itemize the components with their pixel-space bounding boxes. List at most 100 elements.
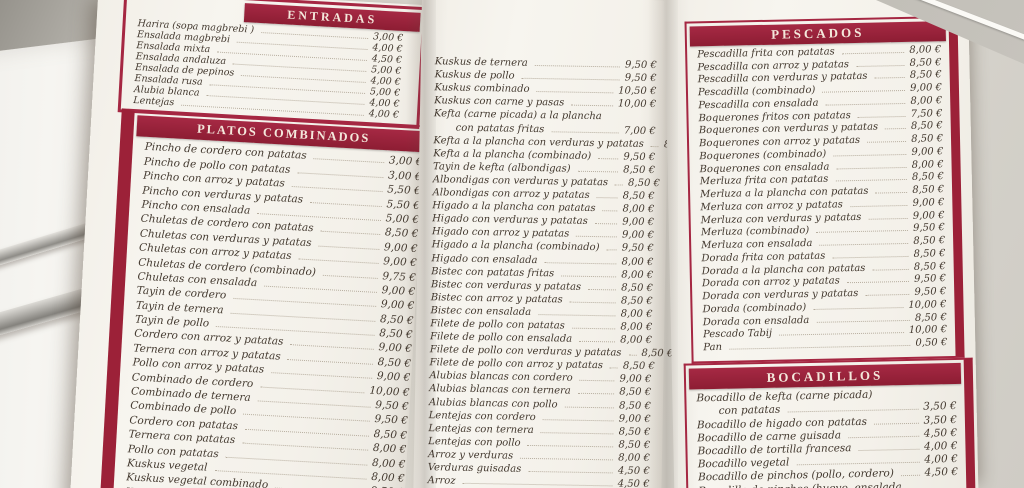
menu-item-name: Merluza (combinado) xyxy=(700,225,810,239)
dotted-leader xyxy=(836,166,907,169)
menu-item-price: 8,50 € xyxy=(914,311,947,324)
entradas-item-list: Harira (sopa magbrebi ) 3,00 € Ensalada ma… xyxy=(121,17,421,121)
menu-item-name: Bistec con ensalada xyxy=(430,305,532,318)
menu-item-name: Bistec con patatas fritas xyxy=(431,265,555,279)
pescados-item-list: Pescadilla frita con patatas 8,00 € Pescad… xyxy=(687,42,955,353)
dotted-leader xyxy=(579,340,616,343)
dotted-leader xyxy=(544,261,617,264)
dotted-leader xyxy=(609,120,651,121)
menu-item-price: 5,50 € xyxy=(386,197,421,212)
menu-item-name: Verduras guisadas xyxy=(427,462,522,475)
menu-item-name: Lentejas con ternera xyxy=(428,422,534,436)
section-pescados: PESCADOS Pescadilla frita con patatas 8,0… xyxy=(684,15,965,364)
section-bocadillos-header: BOCADILLOS xyxy=(688,362,962,390)
dotted-leader xyxy=(521,77,620,81)
dotted-leader xyxy=(872,268,909,271)
menu-item-price: 8,50 € xyxy=(618,439,651,451)
dotted-leader xyxy=(542,418,614,422)
middle-item-list: Kuskus de ternera 9,50 € Kuskus de pollo 9,… xyxy=(419,54,695,488)
dotted-leader xyxy=(833,153,907,157)
menu-item-price: 8,00 € xyxy=(371,456,406,471)
dotted-leader xyxy=(561,275,617,278)
menu-item-name: Lentejas con pollo xyxy=(428,435,521,449)
menu-item-name: Kuskus con carne y pasas xyxy=(434,95,565,109)
menu-item-name: Kuskus de ternera xyxy=(434,56,528,69)
menu-item-name: Lentejas con cordero xyxy=(428,409,536,423)
menu-item-name: con patatas xyxy=(718,404,781,418)
dotted-leader xyxy=(822,89,906,93)
menu-item-price: 8,50 € xyxy=(378,327,413,342)
dotted-leader xyxy=(900,475,920,477)
dotted-leader xyxy=(540,431,614,435)
menu-item-name: Filete de pollo con patatas xyxy=(430,318,565,332)
menu-item-name: Higado con ensalada xyxy=(431,252,538,266)
dotted-leader xyxy=(571,104,613,107)
platos-item-list: Pincho de cordero con patatas 3,00 € Pinch… xyxy=(113,138,433,488)
menu-item-price: 4,00 € xyxy=(923,439,958,453)
dotted-leader xyxy=(875,191,908,194)
menu-item-price: 8,50 € xyxy=(622,360,655,373)
menu-item-price: 9,00 € xyxy=(378,341,413,356)
menu-item-price: 7,00 € xyxy=(623,125,656,137)
dotted-leader xyxy=(577,393,615,395)
menu-item-name: Arroz xyxy=(427,475,456,487)
menu-item-price: 8,50 € xyxy=(621,282,654,294)
menu-item-name: Bistec con arroz y patatas xyxy=(430,291,563,306)
menu-item-price: 8,00 € xyxy=(620,334,653,347)
menu-item-price: 8,50 € xyxy=(912,184,945,196)
menu-item-price: 4,50 € xyxy=(617,478,650,488)
section-title: ENTRADAS xyxy=(286,7,378,27)
dotted-leader xyxy=(856,64,905,67)
dotted-leader xyxy=(551,130,619,134)
menu-item-price: 8,00 € xyxy=(370,470,405,485)
menu-item-price: 9,50 € xyxy=(912,222,945,235)
menu-item-price: 8,00 € xyxy=(621,256,654,268)
menu-item-price: 10,00 € xyxy=(617,98,657,111)
dotted-leader xyxy=(564,406,615,408)
menu-item-price: 8,00 € xyxy=(620,308,653,320)
dotted-leader xyxy=(835,179,908,182)
dotted-leader xyxy=(796,461,920,466)
menu-item-price: 8,50 € xyxy=(384,226,419,241)
menu-item-name: Lentejas xyxy=(132,95,175,109)
menu-item-price: 8,50 € xyxy=(618,400,651,412)
menu-item-price: 8,50 € xyxy=(623,164,656,176)
dotted-leader xyxy=(598,157,619,160)
menu-item-price: 9,00 € xyxy=(381,284,416,298)
dotted-leader xyxy=(857,115,906,118)
menu-item-price: 8,50 € xyxy=(911,171,944,184)
dotted-leader xyxy=(885,128,906,130)
menu-item-price: 4,00 € xyxy=(368,108,400,121)
menu-item-price: 8,50 € xyxy=(627,177,660,190)
bocadillos-item-list: Bocadillo de kefta (carne picada) con pat… xyxy=(686,386,966,488)
menu-item-name: Merluza con ensalada xyxy=(701,237,813,252)
menu-item-price: 9,00 € xyxy=(618,413,651,425)
dotted-leader xyxy=(538,313,616,317)
menu-item-price: 9,00 € xyxy=(622,216,655,229)
menu-item-price: 9,00 € xyxy=(382,255,417,270)
dotted-leader xyxy=(609,367,618,369)
dotted-leader xyxy=(588,288,617,291)
menu-item-price: 8,00 € xyxy=(620,321,653,334)
dotted-leader xyxy=(879,396,951,398)
menu-item-name: Pescado Tabij xyxy=(702,328,773,341)
menu-item-price: 9,00 € xyxy=(383,240,418,255)
menu-item-price: 8,00 € xyxy=(372,442,407,456)
dotted-leader xyxy=(602,210,618,212)
dotted-leader xyxy=(865,293,910,296)
menu-item-price: 5,50 € xyxy=(386,183,422,198)
dotted-leader xyxy=(846,281,910,284)
menu-item-price: 3,00 € xyxy=(387,169,422,183)
menu-item-price: 9,50 € xyxy=(914,273,947,286)
menu-left-page: ENTRADAS Harira (sopa magbrebi ) 3,00 € En… xyxy=(69,0,437,488)
menu-item-price: 4,00 € xyxy=(924,453,958,466)
menu-item-price: 8,50 € xyxy=(379,312,414,327)
menu-item-name: Pan xyxy=(703,341,723,354)
dotted-leader xyxy=(813,306,904,310)
menu-item-price: 4,50 € xyxy=(923,426,958,440)
menu-item-price: 10,00 € xyxy=(908,298,947,311)
menu-item-price: 5,00 € xyxy=(385,212,420,227)
menu-item-name: Arroz y verduras xyxy=(427,449,514,462)
menu-item-price: 4,50 € xyxy=(617,465,650,478)
menu-item-price: 8,50 € xyxy=(910,120,943,133)
